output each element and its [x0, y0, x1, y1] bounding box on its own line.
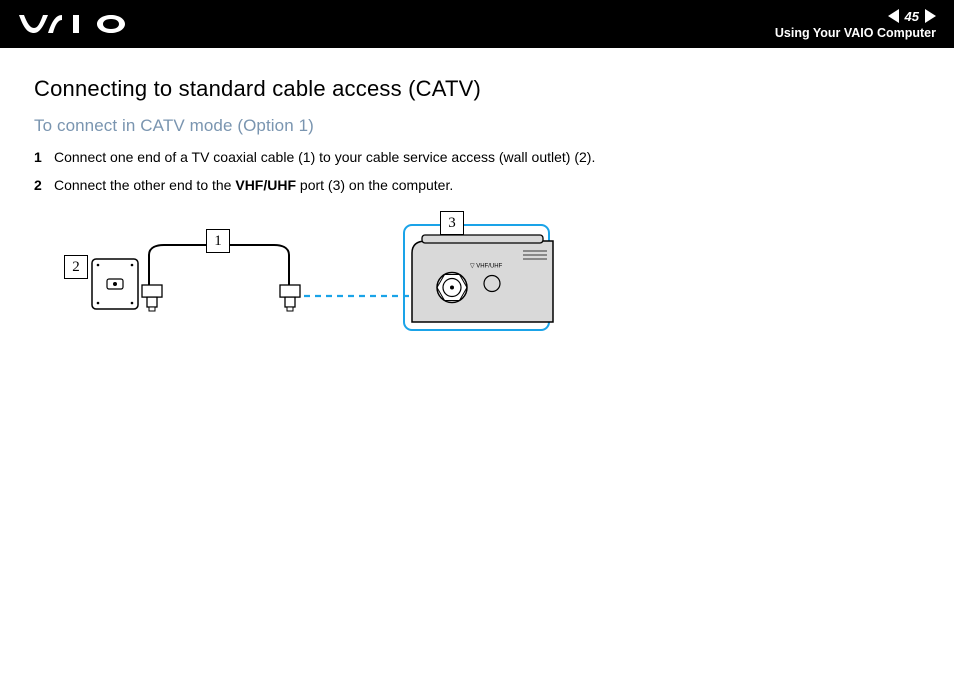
step-bold-term: VHF/UHF — [235, 177, 296, 193]
content-area: Connecting to standard cable access (CAT… — [0, 48, 954, 341]
next-page-arrow-icon[interactable] — [925, 9, 936, 23]
connection-diagram: ▽ VHF/UHF 1 2 3 — [64, 211, 584, 341]
instruction-step: 2Connect the other end to the VHF/UHF po… — [34, 176, 920, 196]
diagram-callout-1: 1 — [206, 229, 230, 253]
prev-page-arrow-icon[interactable] — [888, 9, 899, 23]
page-number: 45 — [905, 9, 919, 24]
page-title: Connecting to standard cable access (CAT… — [34, 76, 920, 102]
step-number: 2 — [34, 176, 54, 196]
instruction-list: 1Connect one end of a TV coaxial cable (… — [34, 148, 920, 195]
step-number: 1 — [34, 148, 54, 168]
section-subtitle: To connect in CATV mode (Option 1) — [34, 116, 920, 136]
page-nav: 45 — [888, 9, 936, 24]
step-text: Connect the other end to the VHF/UHF por… — [54, 176, 453, 196]
instruction-step: 1Connect one end of a TV coaxial cable (… — [34, 148, 920, 168]
header-right: 45 Using Your VAIO Computer — [775, 9, 936, 40]
step-text: Connect one end of a TV coaxial cable (1… — [54, 148, 595, 168]
diagram-callout-2: 2 — [64, 255, 88, 279]
svg-text:▽ VHF/UHF: ▽ VHF/UHF — [470, 264, 503, 270]
breadcrumb[interactable]: Using Your VAIO Computer — [775, 26, 936, 40]
header-bar: 45 Using Your VAIO Computer — [0, 0, 954, 48]
vaio-logo — [18, 11, 128, 37]
diagram-callout-3: 3 — [440, 211, 464, 235]
